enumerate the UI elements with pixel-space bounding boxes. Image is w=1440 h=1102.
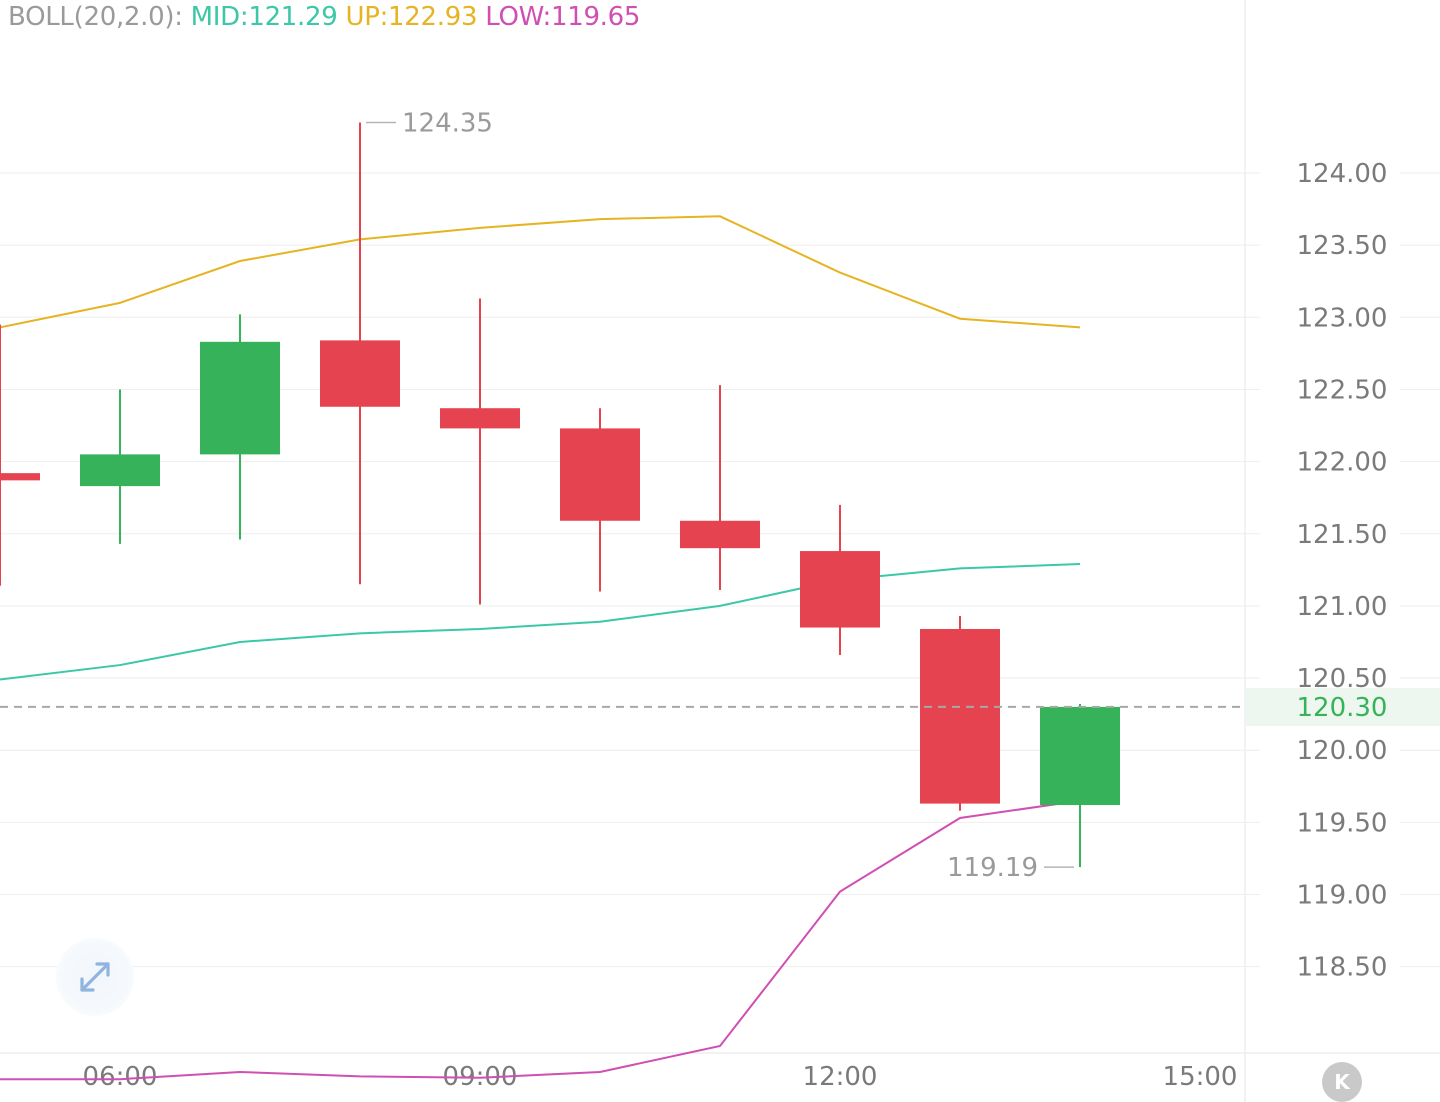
- y-tick-label: 120.00: [1297, 736, 1388, 766]
- candle-body: [1040, 706, 1120, 806]
- y-tick-label: 119.00: [1297, 881, 1388, 911]
- boll-legend: BOLL(20,2.0): MID:121.29 UP:122.93 LOW:1…: [8, 2, 640, 32]
- expand-arrows-icon: [80, 962, 110, 992]
- k-letter-icon: K: [1334, 1070, 1350, 1094]
- candle-body: [200, 341, 280, 455]
- y-tick-label: 122.50: [1297, 375, 1388, 405]
- y-tick-label: 124.00: [1297, 159, 1388, 189]
- high-annotation-label: 124.35: [402, 108, 493, 138]
- current-price-label: 120.30: [1297, 693, 1388, 723]
- y-tick-label: 122.00: [1297, 448, 1388, 478]
- y-tick-label: 118.50: [1297, 953, 1388, 983]
- expand-button[interactable]: [56, 938, 134, 1016]
- candle-body: [680, 520, 760, 549]
- boll-mid-line: [0, 563, 1081, 681]
- candle-body: [800, 551, 880, 628]
- boll-up-line: [0, 215, 1081, 329]
- candle-body: [320, 340, 400, 407]
- boll-low-line: [0, 799, 1081, 1081]
- y-tick-label: 123.00: [1297, 303, 1388, 333]
- x-tick-label: 15:00: [1163, 1062, 1238, 1092]
- candle-body: [440, 408, 520, 429]
- low-annotation-label: 119.19: [947, 853, 1038, 883]
- kline-button[interactable]: K: [1322, 1062, 1362, 1102]
- candle-body: [920, 628, 1000, 804]
- y-tick-label: 119.50: [1297, 808, 1388, 838]
- legend-indicator: BOLL(20,2.0):: [8, 2, 183, 32]
- current-price-tag-bg: [1246, 688, 1440, 726]
- candle-body: [80, 454, 160, 487]
- x-tick-label: 12:00: [803, 1062, 878, 1092]
- candle-body: [560, 428, 640, 521]
- legend-up: UP:122.93: [345, 2, 478, 32]
- y-tick-label: 121.50: [1297, 520, 1388, 550]
- legend-low: LOW:119.65: [485, 2, 641, 32]
- legend-mid: MID:121.29: [190, 2, 338, 32]
- y-tick-label: 121.00: [1297, 592, 1388, 622]
- y-tick-label: 120.50: [1297, 664, 1388, 694]
- candle-body: [0, 473, 40, 481]
- y-tick-label: 123.50: [1297, 231, 1388, 261]
